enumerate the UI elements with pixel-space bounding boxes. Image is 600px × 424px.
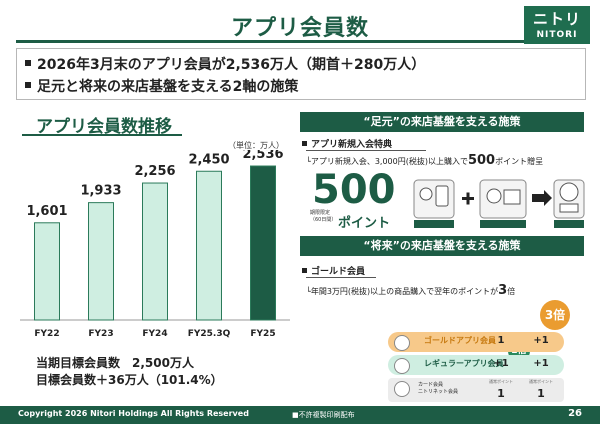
arrow-right-icon: [532, 190, 552, 206]
x-tick-label: FY25.3Q: [188, 329, 231, 339]
data-label: 2,536: [242, 150, 283, 162]
data-label: 1,601: [26, 204, 67, 219]
gold-tier-mid: 1: [497, 335, 505, 346]
desc-suffix: 倍: [507, 287, 516, 296]
chart-title: アプリ会員数推移: [36, 117, 172, 137]
bullet-square-icon: [302, 268, 307, 273]
desc-prefix: └年間3万円(税抜)以上の商品購入で翌年のポイントが: [306, 287, 499, 296]
standard-tier-card: カード会員 ニトリネット会員 通常ポイント 1 通常ポイント 1: [388, 378, 564, 402]
unit-label: （単位：万人）: [228, 141, 284, 150]
title-divider: [16, 40, 584, 43]
target-members: 当期目標会員数 2,500万人: [36, 356, 194, 370]
bonus-points-unit: ポイント: [338, 216, 391, 231]
copyright: Copyright 2026 Nitori Holdings All Right…: [18, 409, 249, 418]
regular-tier-mid: +1: [493, 358, 509, 369]
chart-title-underline: [22, 134, 182, 136]
app-signup-icon: [413, 179, 455, 228]
nitori-logo: ニトリ NITORI: [524, 6, 590, 44]
regular-tier-right: +1: [533, 358, 549, 369]
signup-flow-illustration: [413, 179, 585, 228]
desc-prefix: └アプリ新規入会、3,000円(税抜)以上購入で: [306, 157, 468, 166]
summary-box: 2026年3月末のアプリ会員が2,536万人（期首＋280万人） 足元と将来の来…: [16, 48, 586, 100]
summary-item: 2026年3月末のアプリ会員が2,536万人（期首＋280万人）: [25, 54, 425, 74]
future-desc: └年間3万円(税抜)以上の商品購入で翌年のポイントが3倍: [306, 283, 515, 298]
bullet-square-icon: [25, 60, 31, 66]
gold-tier-right: +1: [533, 335, 549, 346]
bar-fy24: [142, 182, 168, 321]
bar-fy22: [34, 222, 60, 321]
bar-fy23: [88, 202, 114, 321]
gold-tier-label: ゴールドアプリ会員: [424, 336, 496, 345]
regular-member-icon: [394, 358, 410, 374]
summary-item: 足元と将来の来店基盤を支える2軸の施策: [25, 76, 298, 96]
gold-tier-card: ゴールドアプリ会員 1 +1: [388, 332, 564, 352]
data-label: 2,256: [134, 164, 175, 179]
desc-big: 500: [467, 153, 496, 168]
points-gift-icon: [553, 179, 585, 228]
standard-tier-right: 1: [537, 387, 545, 400]
page-number: 26: [568, 408, 582, 419]
standard-right-head: 通常ポイント: [529, 379, 553, 384]
gold-member-icon: [394, 335, 410, 351]
data-label: 2,450: [188, 152, 229, 167]
copy-restriction-note: ■不許複製印刷配布: [292, 411, 355, 419]
summary-text: 2026年3月末のアプリ会員が2,536万人（期首＋280万人）: [37, 57, 426, 73]
desc-suffix: ポイント贈呈: [495, 157, 544, 166]
x-tick-label: FY25: [250, 329, 275, 339]
logo-en: NITORI: [536, 30, 578, 40]
bullet-square-icon: [25, 82, 31, 88]
standard-mid-head: 通常ポイント: [489, 379, 513, 384]
desc-big: 3: [498, 283, 508, 298]
x-tick-label: FY22: [34, 329, 59, 339]
limit-note: 期限限定（60日間）: [310, 210, 337, 223]
logo-jp: ニトリ: [532, 10, 581, 28]
near-term-underline: [306, 150, 426, 151]
standard-member-icon: [394, 381, 410, 397]
near-term-item-label: アプリ新規入会特典: [311, 140, 393, 150]
member-bar-chart: 1,601 FY22 1,933 FY23 2,256 FY24 2,450 FY25.3Q 2…: [20, 150, 290, 339]
near-term-item: アプリ新規入会特典: [302, 137, 392, 150]
regular-tier-label: レギュラーアプリ会員: [424, 359, 504, 368]
regular-tier-card: レギュラーアプリ会員 +1 +1: [388, 355, 564, 375]
standard-tier-mid: 1: [497, 387, 505, 400]
page-title: アプリ会員数: [230, 16, 369, 41]
near-term-desc: └アプリ新規入会、3,000円(税抜)以上購入で500ポイント贈呈: [306, 153, 543, 168]
footer-bar: Copyright 2026 Nitori Holdings All Right…: [0, 406, 600, 424]
bar-fy25: [250, 165, 276, 321]
near-term-banner: “足元”の来店基盤を支える施策: [300, 112, 584, 132]
bonus-points-number: 500: [312, 167, 396, 213]
target-diff: 目標会員数＋36万人（101.4%）: [36, 373, 223, 387]
future-banner: “将来”の来店基盤を支える施策: [300, 236, 584, 256]
data-label: 1,933: [80, 184, 121, 199]
summary-text: 足元と将来の来店基盤を支える2軸の施策: [37, 79, 299, 95]
triple-badge: 3倍: [540, 300, 570, 330]
purchase-icon: [479, 179, 527, 228]
standard-tier-label: カード会員 ニトリネット会員: [418, 382, 459, 395]
bar-fy25-3q: [196, 170, 222, 321]
x-tick-label: FY24: [142, 329, 167, 339]
x-tick-label: FY23: [88, 329, 113, 339]
plus-icon: [462, 192, 474, 205]
future-underline: [306, 277, 376, 278]
future-item-label: ゴールド会員: [311, 267, 366, 277]
bullet-square-icon: [302, 141, 307, 146]
future-item: ゴールド会員: [302, 264, 365, 277]
